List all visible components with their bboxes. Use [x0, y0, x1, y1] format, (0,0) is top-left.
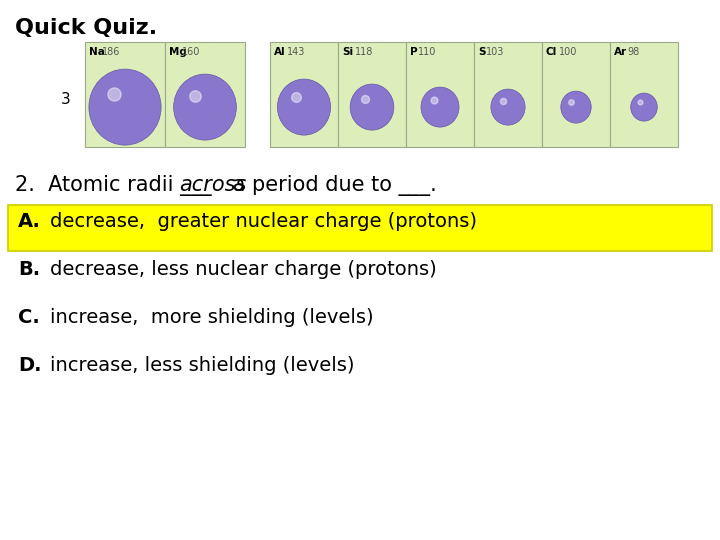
- Text: B.: B.: [18, 260, 40, 279]
- Text: 110: 110: [418, 47, 436, 57]
- Text: P: P: [410, 47, 418, 57]
- Ellipse shape: [491, 89, 525, 125]
- Ellipse shape: [277, 79, 330, 135]
- Text: S: S: [478, 47, 485, 57]
- Bar: [85, 42, 165, 147]
- Text: decrease,  greater nuclear charge (protons): decrease, greater nuclear charge (proton…: [50, 212, 477, 231]
- Ellipse shape: [631, 93, 657, 121]
- Bar: [165, 42, 245, 147]
- Text: 143: 143: [287, 47, 305, 57]
- Text: Cl: Cl: [546, 47, 557, 57]
- Text: 3: 3: [61, 92, 71, 107]
- Bar: [406, 42, 474, 147]
- Text: 160: 160: [182, 47, 200, 57]
- Text: increase, less shielding (levels): increase, less shielding (levels): [50, 356, 354, 375]
- Bar: [542, 42, 610, 147]
- Text: 103: 103: [485, 47, 504, 57]
- Bar: [8, 205, 712, 251]
- Text: Quick Quiz.: Quick Quiz.: [15, 18, 157, 38]
- Bar: [474, 42, 542, 147]
- Ellipse shape: [561, 91, 591, 123]
- Text: across: across: [179, 175, 246, 195]
- Text: 100: 100: [559, 47, 577, 57]
- Text: 186: 186: [102, 47, 120, 57]
- Text: Mg: Mg: [169, 47, 187, 57]
- Ellipse shape: [89, 69, 161, 145]
- Text: 2.  Atomic radii ___: 2. Atomic radii ___: [15, 175, 218, 196]
- Ellipse shape: [350, 84, 394, 130]
- Text: Al: Al: [274, 47, 286, 57]
- Text: Na: Na: [89, 47, 105, 57]
- Ellipse shape: [421, 87, 459, 127]
- Text: A.: A.: [18, 212, 41, 231]
- Text: Si: Si: [342, 47, 353, 57]
- Text: 118: 118: [355, 47, 374, 57]
- Text: Ar: Ar: [614, 47, 627, 57]
- Bar: [338, 42, 406, 147]
- Text: 98: 98: [627, 47, 639, 57]
- Bar: [270, 42, 338, 147]
- Bar: [610, 42, 678, 147]
- Text: C.: C.: [18, 308, 40, 327]
- Text: decrease, less nuclear charge (protons): decrease, less nuclear charge (protons): [50, 260, 437, 279]
- Ellipse shape: [174, 74, 236, 140]
- Text: a period due to ___.: a period due to ___.: [225, 175, 436, 196]
- Text: D.: D.: [18, 356, 42, 375]
- Text: increase,  more shielding (levels): increase, more shielding (levels): [50, 308, 374, 327]
